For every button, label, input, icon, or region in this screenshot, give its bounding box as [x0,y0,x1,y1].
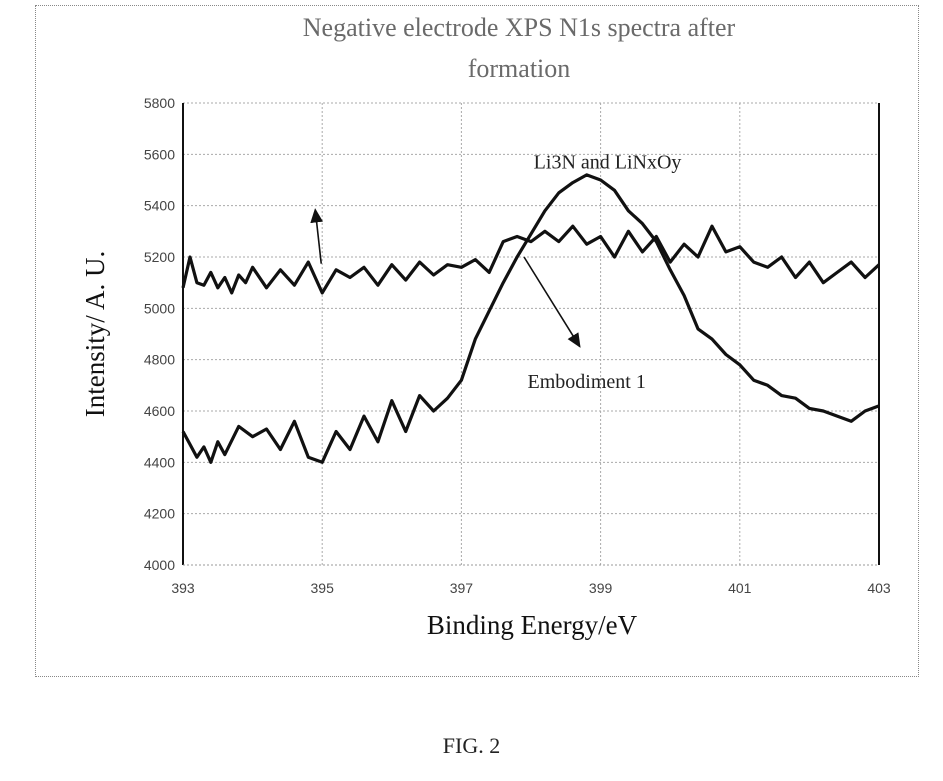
y-tick-label: 4200 [144,506,175,522]
axes: 4000 4200 4400 4600 4800 5000 5200 5400 5600 5800… [144,95,891,596]
x-axis-label: Binding Energy/eV [427,610,638,640]
y-tick-label: 5000 [144,300,175,316]
y-tick-label: 5600 [144,146,175,162]
y-tick-label: 5800 [144,95,175,111]
grid [183,103,879,565]
y-tick-label: 4600 [144,403,175,419]
y-tick-label: 4800 [144,352,175,368]
chart-text: Negative electrode XPS N1s spectra after… [80,13,736,640]
annotation-label-embodiment: Embodiment 1 [528,371,646,393]
y-tick-label: 4000 [144,557,175,573]
x-tick-label: 397 [450,580,474,596]
annotation-arrow-embodiment [524,257,580,347]
annotations: Li3N and LiNxOy Embodiment 1 [315,151,681,392]
chart-title-line-2: formation [468,54,571,83]
y-tick-label: 4400 [144,454,175,470]
series [183,175,879,462]
annotation-label-li3n: Li3N and LiNxOy [534,151,682,173]
series-line-embodiment-1 [183,175,879,462]
y-tick-label: 5200 [144,249,175,265]
annotation-arrow-li3n [315,210,321,264]
x-tick-label: 403 [867,580,891,596]
y-tick-label: 5400 [144,198,175,214]
x-tick-label: 395 [311,580,335,596]
y-axis-label: Intensity/ A. U. [80,251,110,418]
x-tick-label: 393 [171,580,195,596]
x-tick-label: 401 [728,580,752,596]
chart-title-line-1: Negative electrode XPS N1s spectra after [303,13,736,42]
figure-caption: FIG. 2 [0,733,943,759]
x-tick-label: 399 [589,580,613,596]
